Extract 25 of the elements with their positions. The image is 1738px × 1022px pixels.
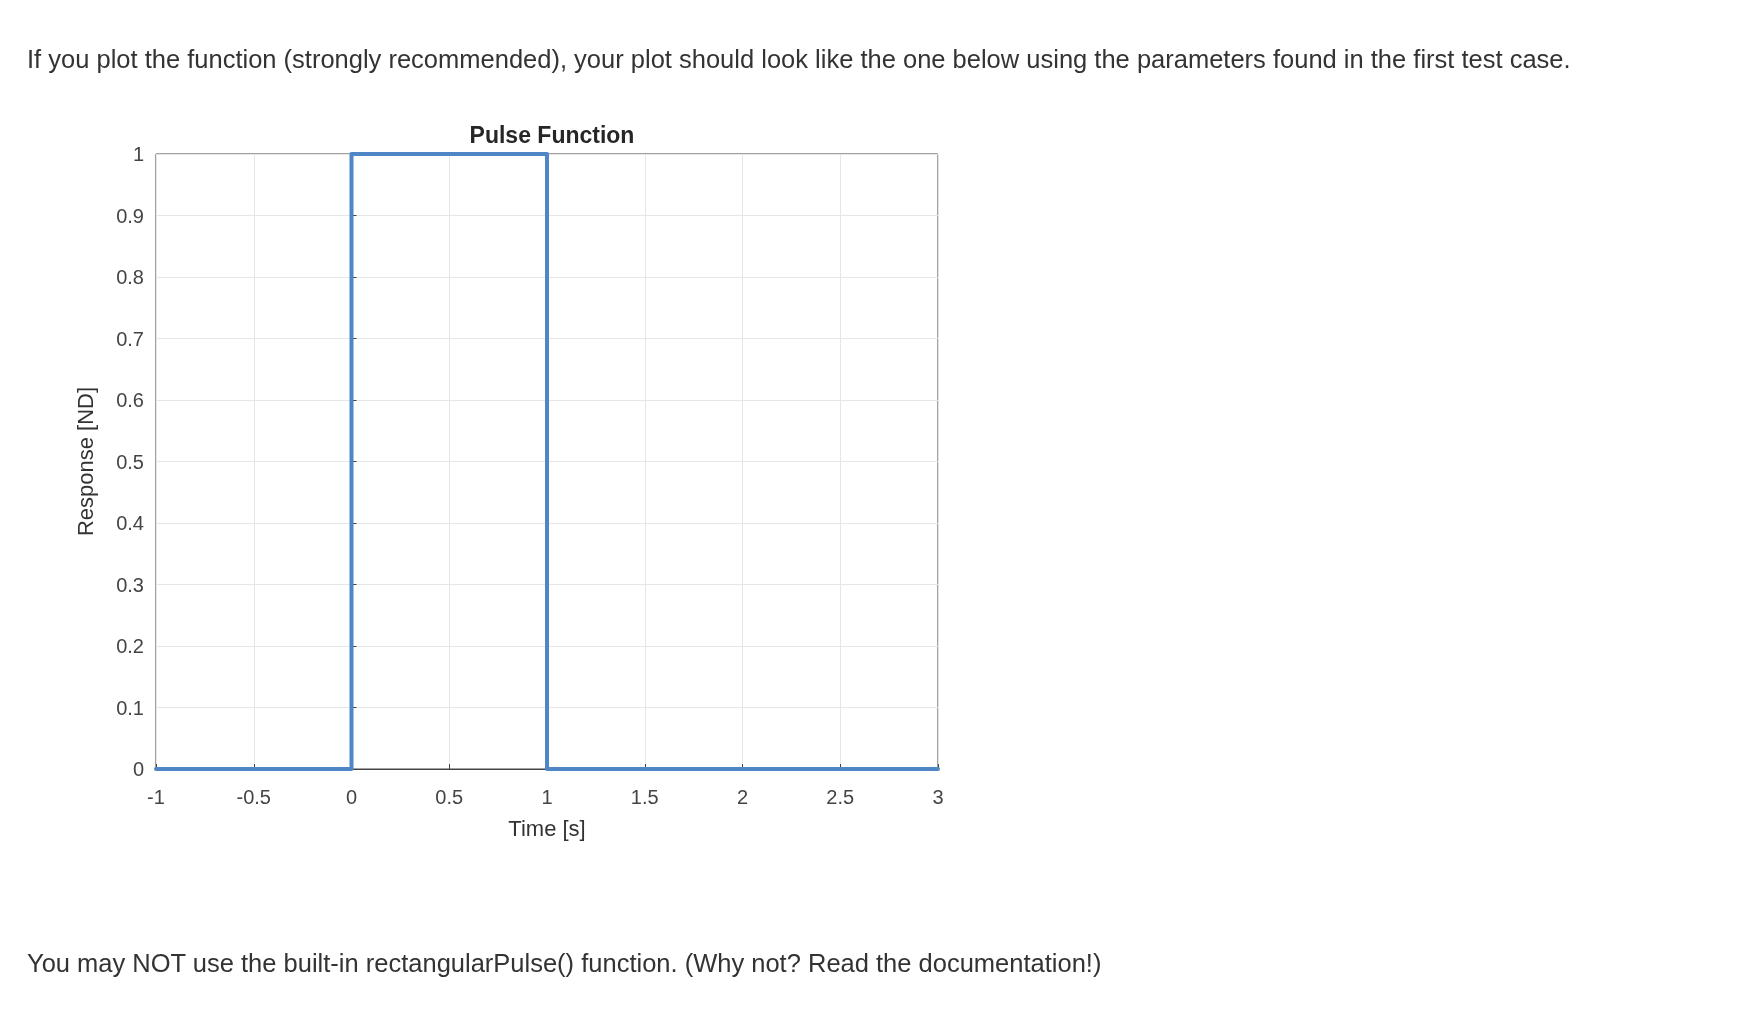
x-tick-label: 0.5 bbox=[435, 786, 464, 808]
y-tick-label: 1 bbox=[132, 143, 144, 165]
x-tick-label: 3 bbox=[932, 786, 944, 808]
x-tick-label: -1 bbox=[147, 786, 165, 808]
y-tick-label: 0.7 bbox=[116, 327, 144, 350]
y-tick-label: 0.4 bbox=[116, 512, 144, 534]
x-tick-label: -0.5 bbox=[236, 786, 271, 808]
x-tick-label: 1 bbox=[541, 786, 553, 808]
y-tick-label: 0.9 bbox=[116, 204, 144, 227]
x-tick-label: 2 bbox=[736, 786, 749, 808]
y-tick-label: 0 bbox=[132, 758, 144, 780]
y-tick-label: 0.6 bbox=[116, 389, 144, 411]
text: You may NOT use the built-in rectangularPulse() function. (Why not? Read the documentation!) bbox=[27, 949, 1102, 977]
y-tick-label: 0.3 bbox=[116, 573, 144, 596]
chart-title: Pulse Function bbox=[469, 121, 635, 148]
y-tick-label: 0.8 bbox=[116, 266, 144, 288]
x-tick-label: 0 bbox=[345, 786, 358, 808]
text: If you plot the function (strongly recommended), your plot should look like the one below using the parameters found in the first test case. bbox=[27, 45, 1571, 73]
x-tick-label: 2.5 bbox=[826, 786, 855, 808]
x-axis-title: Time [s] bbox=[508, 815, 586, 841]
x-tick-label: 1.5 bbox=[630, 786, 659, 808]
y-tick-label: 0.5 bbox=[116, 450, 144, 473]
y-tick-label: 0.2 bbox=[116, 635, 144, 657]
y-axis-title: Response [ND] bbox=[72, 386, 98, 537]
y-tick-label: 0.1 bbox=[116, 696, 144, 719]
